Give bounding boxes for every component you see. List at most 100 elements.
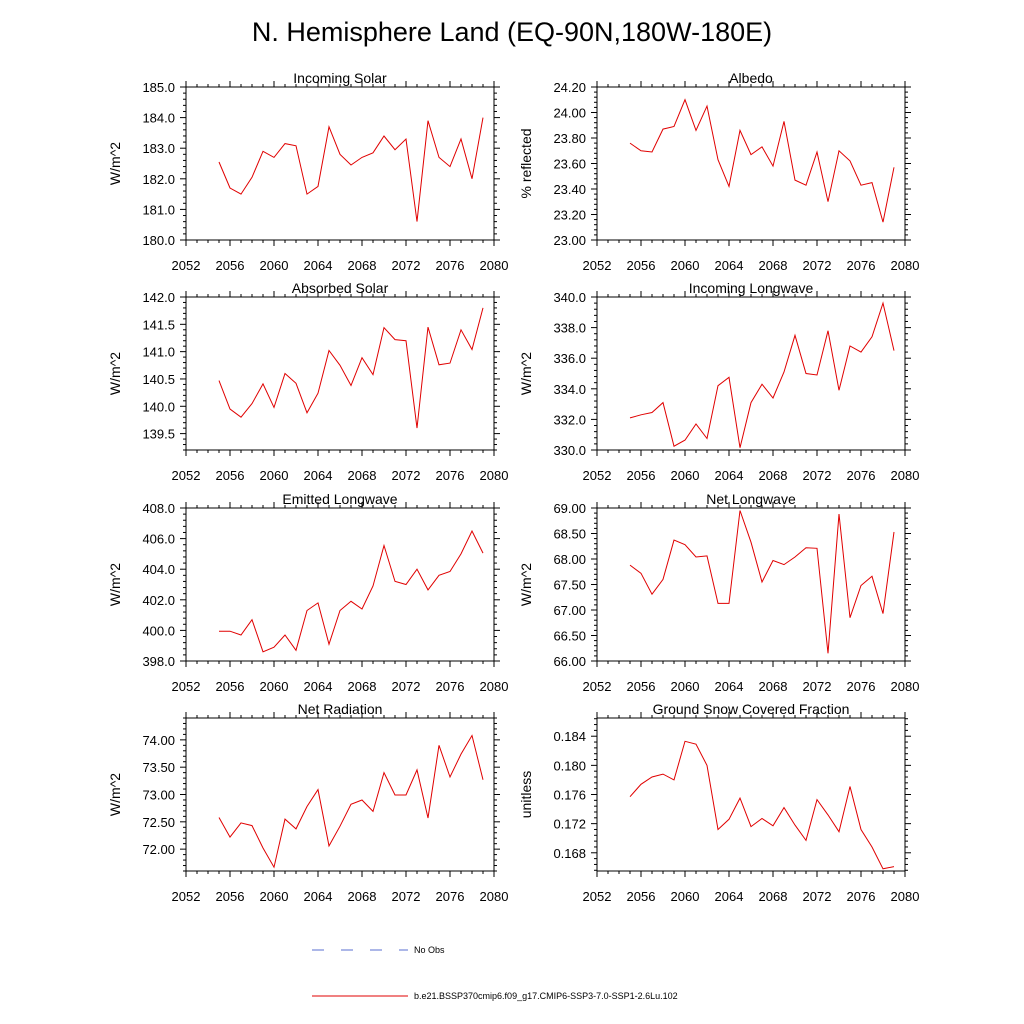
series-line [219, 529, 484, 653]
x-tick-label: 2056 [216, 889, 245, 904]
x-tick-label: 2052 [172, 889, 201, 904]
y-tick-label: 142.0 [142, 290, 175, 305]
panel-albedo: Albedo % reflected 2052 2056 2060 2064 2068 207… [518, 70, 919, 273]
y-tick-label: 181.0 [142, 202, 175, 217]
panel-ground-snow-covered-fraction: Ground Snow Covered Fraction unitless 2052… [518, 701, 919, 904]
x-tick-label: 2052 [583, 679, 612, 694]
x-tick-label: 2080 [480, 679, 509, 694]
plot-frame [596, 296, 906, 451]
y-tick-label: 0.172 [553, 817, 586, 832]
y-tick-label: 74.00 [142, 733, 175, 748]
x-tick-label: 2068 [759, 679, 788, 694]
series-line [218, 307, 484, 429]
x-tick-label: 2076 [847, 258, 876, 273]
x-tick-label: 2064 [715, 679, 744, 694]
y-tick-label: 66.50 [553, 629, 586, 644]
x-tick-label: 2052 [583, 258, 612, 273]
series-line [629, 98, 895, 223]
y-tick-label: 23.60 [553, 157, 586, 172]
panel-title: Ground Snow Covered Fraction [653, 701, 850, 717]
x-tick-label: 2072 [392, 679, 421, 694]
y-tick-label: 67.00 [553, 603, 586, 618]
plot-frame [185, 717, 495, 872]
x-tick-label: 2056 [216, 679, 245, 694]
x-tick-label: 2068 [348, 679, 377, 694]
panel-title: Net Longwave [706, 491, 796, 507]
plot-frame [596, 86, 906, 241]
y-tick-label: 185.0 [142, 80, 175, 95]
y-tick-label: 408.0 [142, 501, 175, 516]
x-tick-label: 2068 [759, 258, 788, 273]
panel-emitted-longwave: Emitted Longwave W/m^2 2052 2056 2060 2064 206… [107, 491, 508, 694]
x-tick-label: 2060 [671, 258, 700, 273]
panel-title: Absorbed Solar [292, 280, 389, 296]
x-tick-label: 2072 [392, 889, 421, 904]
x-tick-label: 2064 [304, 258, 333, 273]
y-tick-label: 23.80 [553, 131, 586, 146]
x-tick-label: 2064 [304, 889, 333, 904]
x-tick-label: 2060 [671, 889, 700, 904]
y-tick-label: 141.0 [142, 345, 175, 360]
x-tick-label: 2080 [480, 468, 509, 483]
y-tick-label: 332.0 [553, 412, 586, 427]
y-tick-label: 404.0 [142, 562, 175, 577]
plot-frame [185, 86, 495, 241]
y-tick-label: 398.0 [142, 654, 175, 669]
x-tick-label: 2060 [671, 468, 700, 483]
series-line [629, 510, 895, 654]
panel-title: Emitted Longwave [282, 491, 397, 507]
y-tick-label: 69.00 [553, 501, 586, 516]
x-tick-label: 2076 [847, 679, 876, 694]
y-tick-label: 0.168 [553, 846, 586, 861]
x-tick-label: 2060 [260, 468, 289, 483]
x-tick-label: 2056 [627, 468, 656, 483]
y-tick-label: 141.5 [142, 317, 175, 332]
x-tick-label: 2060 [260, 889, 289, 904]
x-tick-label: 2072 [803, 468, 832, 483]
y-tick-label: 0.184 [553, 729, 586, 744]
x-tick-label: 2076 [436, 258, 465, 273]
plot-frame [596, 507, 906, 662]
series-line [218, 117, 484, 222]
y-tick-label: 73.50 [142, 760, 175, 775]
y-tick-label: 402.0 [142, 593, 175, 608]
y-tick-label: 182.0 [142, 172, 175, 187]
x-tick-label: 2076 [436, 468, 465, 483]
y-tick-label: 23.00 [553, 233, 586, 248]
x-tick-label: 2068 [759, 468, 788, 483]
plot-frame [185, 507, 495, 662]
x-tick-label: 2056 [216, 258, 245, 273]
x-tick-label: 2052 [172, 468, 201, 483]
y-axis-label: W/m^2 [107, 773, 123, 816]
x-tick-label: 2052 [172, 258, 201, 273]
x-tick-label: 2056 [627, 889, 656, 904]
y-tick-label: 68.00 [553, 552, 586, 567]
y-tick-label: 72.50 [142, 815, 175, 830]
y-tick-label: 67.50 [553, 578, 586, 593]
y-tick-label: 330.0 [553, 443, 586, 458]
x-tick-label: 2080 [891, 889, 920, 904]
y-tick-label: 72.00 [142, 842, 175, 857]
x-tick-label: 2080 [480, 889, 509, 904]
panel-title: Albedo [729, 70, 773, 86]
y-tick-label: 340.0 [553, 290, 586, 305]
x-tick-label: 2064 [715, 889, 744, 904]
x-tick-label: 2064 [304, 468, 333, 483]
x-tick-label: 2080 [480, 258, 509, 273]
y-axis-label: W/m^2 [107, 352, 123, 395]
y-tick-label: 336.0 [553, 351, 586, 366]
y-tick-label: 184.0 [142, 111, 175, 126]
plot-frame [596, 717, 906, 872]
panel-net-longwave: Net Longwave W/m^2 2052 2056 2060 2064 2068 207… [518, 491, 919, 694]
y-tick-label: 23.20 [553, 208, 586, 223]
y-tick-label: 406.0 [142, 532, 175, 547]
legend-no-obs-label: No Obs [414, 945, 445, 955]
x-tick-label: 2080 [891, 679, 920, 694]
x-tick-label: 2072 [392, 258, 421, 273]
y-tick-label: 0.180 [553, 758, 586, 773]
y-tick-label: 66.00 [553, 654, 586, 669]
panel-title: Incoming Solar [293, 70, 387, 86]
x-tick-label: 2056 [627, 258, 656, 273]
y-tick-label: 140.5 [142, 372, 175, 387]
